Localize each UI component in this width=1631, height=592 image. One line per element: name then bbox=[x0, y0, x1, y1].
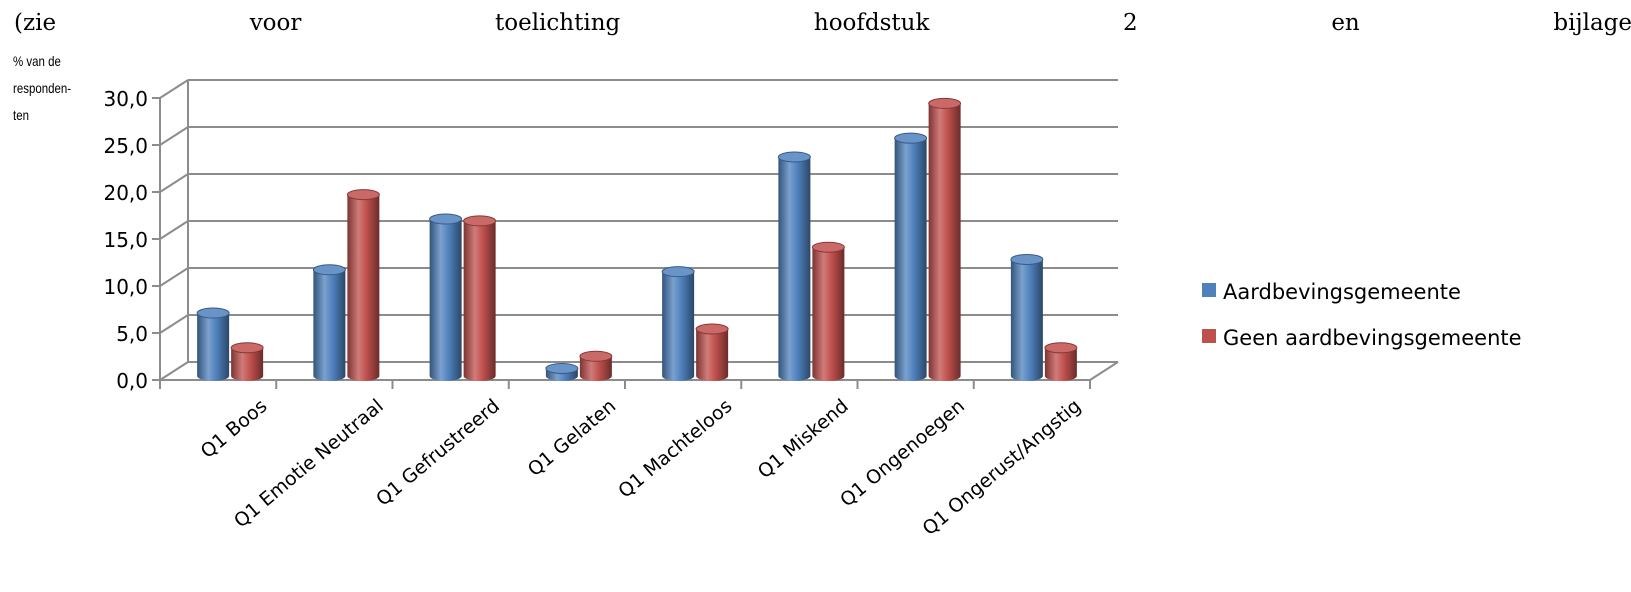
y-axis-label-line: ten bbox=[13, 107, 29, 123]
intro-word: bijlage bbox=[1553, 10, 1631, 36]
bar-top bbox=[312, 264, 346, 276]
x-category-label: Q1 Gefrustreerd bbox=[372, 395, 504, 511]
y-tick-label: 0,0 bbox=[116, 369, 148, 393]
gridline-side bbox=[159, 361, 189, 381]
bar-top bbox=[1010, 253, 1044, 265]
intro-word: (zie bbox=[14, 10, 57, 36]
y-tick-label: 10,0 bbox=[103, 275, 148, 299]
bar-aardbevingsgemeente bbox=[778, 156, 811, 382]
x-category-label: Q1 Ongenoegen bbox=[836, 395, 969, 511]
intro-text-line: (zie voor toelichting hoofdstuk 2 en bij… bbox=[14, 10, 1631, 36]
legend-swatch bbox=[1202, 329, 1216, 343]
legend-swatch bbox=[1202, 283, 1216, 297]
bar-geen-aardbevingsgemeente bbox=[928, 103, 961, 382]
bar-top bbox=[894, 132, 928, 144]
legend-label: Aardbevingsgemeente bbox=[1223, 280, 1461, 304]
bar-geen-aardbevingsgemeente bbox=[579, 356, 612, 382]
y-axis-label-line: responden- bbox=[13, 80, 72, 96]
floor-edge bbox=[1089, 361, 1119, 381]
intro-word: voor bbox=[249, 10, 302, 36]
gridline-side bbox=[159, 267, 189, 287]
bar-top bbox=[695, 323, 729, 335]
bar-aardbevingsgemeente bbox=[662, 271, 695, 382]
bar-top bbox=[545, 362, 579, 374]
y-tick-label: 30,0 bbox=[103, 87, 148, 111]
x-category-label: Q1 Boos bbox=[197, 395, 272, 463]
bar-top bbox=[1044, 342, 1078, 354]
y-tick-label: 15,0 bbox=[103, 228, 148, 252]
bar-top bbox=[777, 151, 811, 163]
bar-top bbox=[811, 241, 845, 253]
y-tick-label: 5,0 bbox=[116, 322, 148, 346]
bar-geen-aardbevingsgemeente bbox=[463, 220, 496, 382]
gridline-side bbox=[159, 220, 189, 240]
bar-aardbevingsgemeente bbox=[894, 138, 927, 382]
x-category-label: Q1 Machteloos bbox=[614, 395, 736, 503]
intro-word: toelichting bbox=[495, 10, 621, 36]
gridline-side bbox=[159, 79, 189, 99]
legend-label: Geen aardbevingsgemeente bbox=[1223, 326, 1522, 350]
bar-geen-aardbevingsgemeente bbox=[812, 247, 845, 382]
intro-word: 2 bbox=[1123, 10, 1138, 36]
bar-aardbevingsgemeente bbox=[313, 269, 346, 382]
bar-top bbox=[661, 266, 695, 278]
bar-top bbox=[928, 97, 962, 109]
x-category-label: Q1 Miskend bbox=[754, 395, 853, 483]
intro-word: hoofdstuk bbox=[813, 10, 930, 36]
bar-top bbox=[196, 307, 230, 319]
bar-aardbevingsgemeente bbox=[429, 219, 462, 382]
bar-geen-aardbevingsgemeente bbox=[347, 194, 380, 382]
bar-aardbevingsgemeente bbox=[197, 313, 230, 382]
bar-geen-aardbevingsgemeente bbox=[696, 329, 729, 382]
bar-top bbox=[463, 215, 497, 227]
gridline-side bbox=[159, 126, 189, 146]
intro-word: en bbox=[1331, 10, 1360, 36]
y-tick-label: 25,0 bbox=[103, 134, 148, 158]
gridline-side bbox=[159, 173, 189, 193]
x-category-label: Q1 Gelaten bbox=[524, 395, 621, 481]
bar-geen-aardbevingsgemeente bbox=[231, 347, 264, 382]
y-axis-label-line: % van de bbox=[13, 53, 61, 69]
gridline-side bbox=[159, 314, 189, 334]
y-tick-label: 20,0 bbox=[103, 181, 148, 205]
bar-top bbox=[579, 350, 613, 362]
bar-top bbox=[429, 213, 463, 225]
bar-aardbevingsgemeente bbox=[1010, 259, 1043, 382]
bar-top bbox=[230, 342, 264, 354]
bar-top bbox=[346, 189, 380, 201]
y-axis-label: % van de responden- ten bbox=[13, 48, 79, 129]
bar-geen-aardbevingsgemeente bbox=[1044, 347, 1077, 382]
